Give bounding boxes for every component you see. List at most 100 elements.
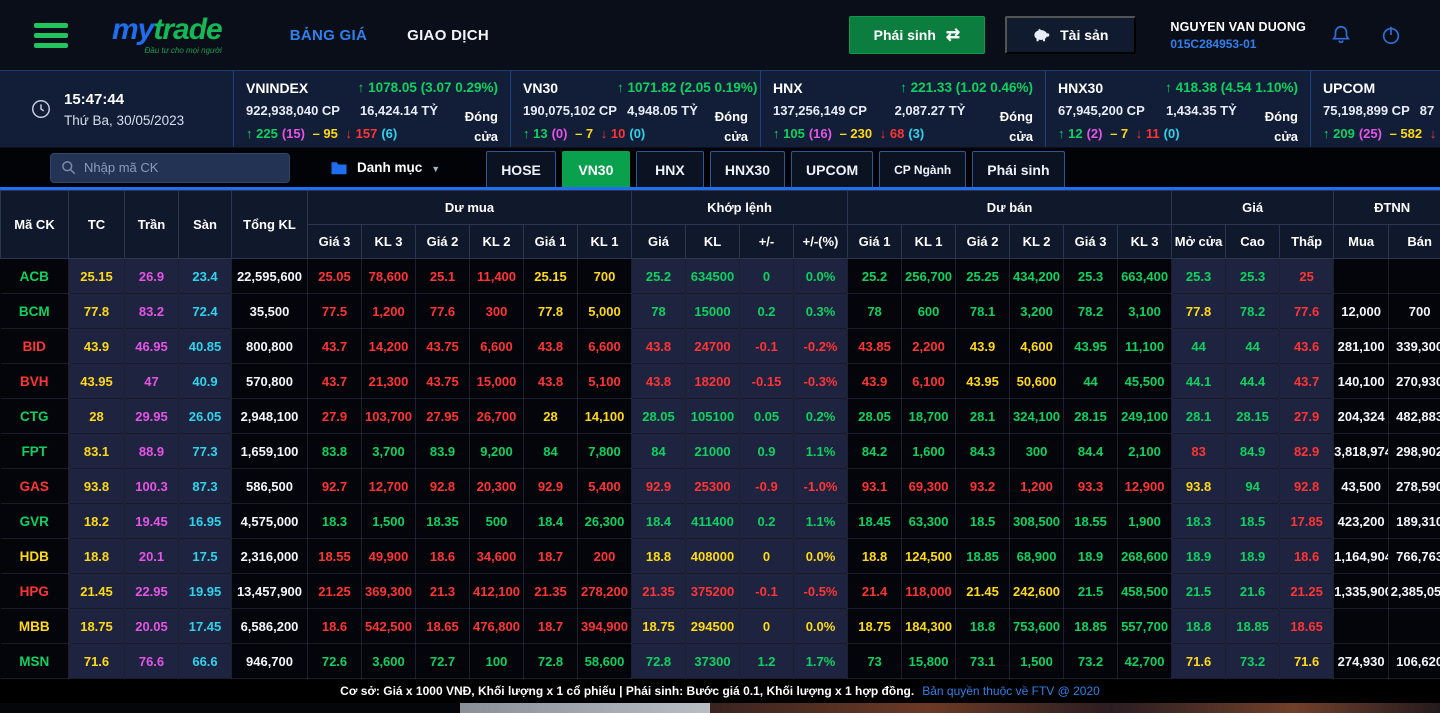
column-group: Khớp lệnh — [630, 190, 849, 225]
cell: 43.7 — [1279, 363, 1335, 399]
cell: 18.75 — [68, 608, 125, 644]
nav-bang-gia[interactable]: BẢNG GIÁ — [289, 26, 368, 44]
index-card-vn30[interactable]: VN30 ↑ 1071.82 (2.05 0.19%) 190,075,102 … — [510, 71, 760, 147]
ceiling-count: (25) — [1358, 126, 1382, 141]
cell: 43.6 — [1279, 328, 1335, 364]
tab-hose[interactable]: HOSE — [486, 151, 556, 187]
cell: 40.85 — [178, 328, 232, 364]
column-group: Mã CK — [0, 190, 69, 259]
index-cards: VNINDEX ↑ 1078.05 (3.07 0.29%) 922,938,0… — [233, 71, 1440, 147]
ticker-fpt[interactable]: FPT — [0, 433, 69, 469]
ticker-bid[interactable]: BID — [0, 328, 69, 364]
cell: 300 — [469, 293, 524, 329]
table-row-bid: BID 43.9 46.95 40.85 800,800 43.7 14,200 43.75 6… — [0, 328, 1440, 364]
cell: -0.1 — [739, 573, 794, 609]
cell: 423,200 — [1333, 503, 1390, 539]
cell: 270,930 — [1388, 363, 1440, 399]
app-logo[interactable]: mytrade Đầu tư cho mọi người — [112, 15, 223, 55]
index-volume: 922,938,040 CP — [246, 103, 340, 118]
cell: 26.05 — [178, 398, 232, 434]
cell: 43.7 — [307, 328, 362, 364]
cell: 0.0% — [793, 538, 849, 574]
cell: 3,700 — [361, 433, 416, 469]
cell: 43.75 — [415, 363, 470, 399]
cell: 44.4 — [1225, 363, 1281, 399]
ticker-mbb[interactable]: MBB — [0, 608, 69, 644]
cell: 189,310 — [1388, 503, 1440, 539]
tab-cp-ngành[interactable]: CP Ngành — [879, 151, 967, 187]
cell: 14,200 — [361, 328, 416, 364]
decliners: ↓ 68 — [879, 126, 905, 141]
cell: 45,500 — [1117, 363, 1173, 399]
cell: -0.5% — [793, 573, 849, 609]
tab-hnx30[interactable]: HNX30 — [709, 151, 786, 187]
cell: 43.9 — [847, 363, 903, 399]
table-row-bvh: BVH 43.95 47 40.9 570,800 43.7 21,300 43.75 15,0… — [0, 363, 1440, 399]
bell-icon[interactable] — [1326, 20, 1356, 50]
cell: 2,100 — [1117, 433, 1173, 469]
footer-copyright[interactable]: Bản quyền thuộc về FTV @ 2020 — [922, 684, 1100, 698]
cell: 18.8 — [68, 538, 125, 574]
cell: 3,600 — [361, 643, 416, 679]
cell: 43.8 — [631, 328, 686, 364]
cell: 1,500 — [1009, 643, 1065, 679]
footer-note: Cơ sở: Giá x 1000 VNĐ, Khối lượng x 1 cổ… — [340, 684, 915, 698]
cell: 634500 — [685, 258, 740, 294]
ticker-bvh[interactable]: BVH — [0, 363, 69, 399]
tab-phái-sinh[interactable]: Phái sinh — [972, 151, 1065, 187]
cell: 26,700 — [469, 398, 524, 434]
cell: 27.9 — [307, 398, 362, 434]
ticker-msn[interactable]: MSN — [0, 643, 69, 679]
decliners: ↓ 11 — [1135, 126, 1160, 141]
ticker-acb[interactable]: ACB — [0, 258, 69, 294]
cell: 324,100 — [1009, 398, 1065, 434]
cell: 106,620 — [1388, 643, 1440, 679]
cell: 18,700 — [901, 398, 957, 434]
cell: 11,100 — [1117, 328, 1173, 364]
cell: 21.3 — [415, 573, 470, 609]
ticker-ctg[interactable]: CTG — [0, 398, 69, 434]
ticker-hpg[interactable]: HPG — [0, 573, 69, 609]
cell: 43.7 — [307, 363, 362, 399]
user-block[interactable]: NGUYEN VAN DUONG 015C284953-01 — [1170, 20, 1306, 51]
cell: 84 — [631, 433, 686, 469]
cell: 394,900 — [577, 608, 632, 644]
cell: 18.8 — [955, 608, 1011, 644]
cell: 1,335,900 — [1333, 573, 1390, 609]
tab-hnx[interactable]: HNX — [635, 151, 704, 187]
ticker-gas[interactable]: GAS — [0, 468, 69, 504]
search-box[interactable] — [50, 152, 290, 183]
cell: 43.95 — [955, 363, 1011, 399]
cell: 6,600 — [469, 328, 524, 364]
menu-icon[interactable] — [34, 22, 68, 48]
index-card-hnx30[interactable]: HNX30 ↑ 418.38 (4.54 1.10%) 67,945,200 C… — [1045, 71, 1310, 147]
index-card-hnx[interactable]: HNX ↑ 221.33 (1.02 0.46%) 137,256,149 CP… — [760, 71, 1045, 147]
tai-san-label: Tài sản — [1060, 27, 1109, 43]
power-icon[interactable] — [1376, 20, 1406, 50]
cell: 375200 — [685, 573, 740, 609]
ticker-bcm[interactable]: BCM — [0, 293, 69, 329]
cell: 18.8 — [1171, 608, 1227, 644]
cell: 84.3 — [955, 433, 1011, 469]
index-value: ↑ — [1410, 80, 1440, 95]
tab-upcom[interactable]: UPCOM — [791, 151, 874, 187]
cell: 408000 — [685, 538, 740, 574]
phai-sinh-button[interactable]: Phái sinh ⇄ — [848, 16, 986, 54]
watchlist-dropdown[interactable]: Danh mục ▼ — [330, 160, 440, 175]
cell: 72.4 — [178, 293, 232, 329]
index-card-vnindex[interactable]: VNINDEX ↑ 1078.05 (3.07 0.29%) 922,938,0… — [233, 71, 510, 147]
logo-tagline: Đầu tư cho mọi người — [144, 46, 222, 55]
search-input[interactable] — [84, 160, 279, 175]
floor-count: (0) — [1163, 126, 1180, 141]
cell: 43.9 — [955, 328, 1011, 364]
column-header: Giá 2 — [955, 224, 1011, 259]
tab-vn30[interactable]: VN30 — [561, 151, 630, 187]
cell: 43.85 — [847, 328, 903, 364]
ticker-gvr[interactable]: GVR — [0, 503, 69, 539]
ticker-hdb[interactable]: HDB — [0, 538, 69, 574]
nav-giao-dich[interactable]: GIAO DỊCH — [407, 26, 489, 44]
cell: 21.4 — [847, 573, 903, 609]
index-card-upcom[interactable]: UPCOM ↑ 75,198,899 CP 87 ↑ 209(25) – 582… — [1310, 71, 1440, 147]
tai-san-button[interactable]: Tài sản — [1005, 16, 1137, 54]
